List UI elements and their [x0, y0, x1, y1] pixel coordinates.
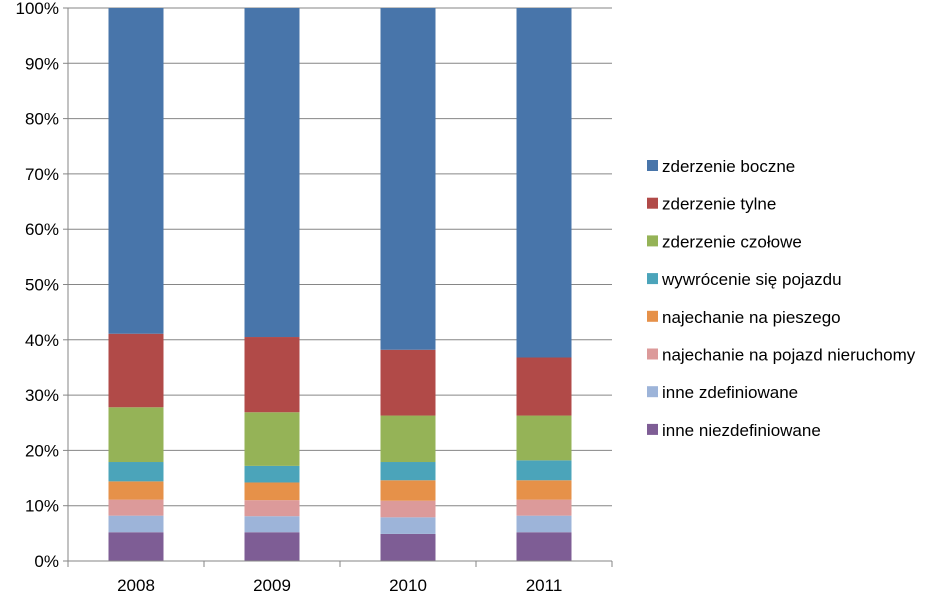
legend-swatch [647, 235, 658, 247]
y-tick-label: 40% [25, 331, 59, 350]
legend-label: zderzenie czołowe [662, 232, 802, 251]
legend-swatch [647, 160, 658, 171]
bar-segment [380, 8, 436, 350]
bar-segment [516, 357, 572, 416]
bar-segment [516, 460, 572, 481]
legend-item: wywrócenie się pojazdu [647, 270, 842, 289]
bar-segment [244, 8, 300, 338]
bar-segment [244, 412, 300, 466]
bar-segment [380, 415, 436, 463]
bar-segment [108, 333, 164, 408]
bars [108, 8, 572, 561]
y-tick-label: 0% [34, 552, 59, 571]
legend-swatch [647, 310, 658, 322]
bar-segment [516, 532, 572, 561]
legend-swatch [647, 386, 658, 398]
legend-swatch [647, 273, 658, 285]
legend-label: zderzenie boczne [662, 157, 795, 176]
bar-segment [516, 415, 572, 461]
legend-label: zderzenie tylne [662, 195, 776, 214]
legend-item: najechanie na pieszego [647, 308, 841, 327]
bar-segment [380, 462, 436, 481]
legend-swatch [647, 423, 658, 435]
legend-item: zderzenie czołowe [647, 232, 802, 251]
axes [63, 7, 613, 567]
bar-segment [380, 533, 436, 561]
y-tick-label: 70% [25, 165, 59, 184]
bar-segment [108, 407, 164, 463]
x-tick-label: 2008 [117, 576, 155, 593]
y-tick-label: 30% [25, 386, 59, 405]
legend-label: wywrócenie się pojazdu [661, 270, 842, 289]
y-tick-label: 10% [25, 497, 59, 516]
x-tick-label: 2009 [253, 576, 291, 593]
legend-label: najechanie na pojazd nieruchomy [662, 346, 916, 365]
bar-segment [244, 337, 300, 413]
y-tick-label: 60% [25, 220, 59, 239]
bar-segment [244, 482, 300, 501]
y-tick-label: 80% [25, 110, 59, 129]
bar-segment [380, 500, 436, 518]
bar-segment [516, 8, 572, 358]
legend-item: inne zdefiniowane [647, 383, 798, 402]
bar-segment [108, 462, 164, 482]
bar-segment [244, 516, 300, 533]
legend: zderzenie boczne zderzenie tylne zderzenie… [647, 157, 916, 440]
legend-label: inne niezdefiniowane [662, 421, 821, 440]
bar-segment [244, 465, 300, 483]
legend-item: zderzenie boczne [647, 157, 795, 176]
x-tick-label: 2010 [389, 576, 427, 593]
bar-segment [380, 480, 436, 501]
bar-segment [380, 517, 436, 534]
legend-swatch [647, 197, 658, 209]
bar-segment [108, 515, 164, 533]
legend-item: najechanie na pojazd nieruchomy [647, 346, 916, 365]
bar-segment [108, 499, 164, 516]
bar-segment [108, 532, 164, 561]
y-axis-tick-labels: 0% 10% 20% 30% 40% 50% 60% 70% 80% 90% 100% [16, 0, 59, 571]
legend-label: najechanie na pieszego [662, 308, 841, 327]
bar-segment [516, 515, 572, 533]
bar-segment [516, 499, 572, 516]
legend-item: zderzenie tylne [647, 195, 776, 214]
bar-segment [516, 480, 572, 500]
y-tick-label: 50% [25, 276, 59, 295]
y-tick-label: 20% [25, 441, 59, 460]
y-tick-label: 100% [16, 0, 59, 18]
x-tick-label: 2011 [526, 576, 563, 593]
y-tick-label: 90% [25, 54, 59, 73]
bar-segment [244, 532, 300, 561]
legend-swatch [647, 348, 658, 360]
legend-item: inne niezdefiniowane [647, 421, 821, 440]
bar-segment [244, 500, 300, 517]
bar-segment [108, 481, 164, 500]
bar-segment [380, 349, 436, 416]
x-axis-tick-labels: 2008 2009 2010 2011 [117, 576, 562, 593]
legend-label: inne zdefiniowane [662, 383, 798, 402]
bar-segment [108, 8, 164, 334]
